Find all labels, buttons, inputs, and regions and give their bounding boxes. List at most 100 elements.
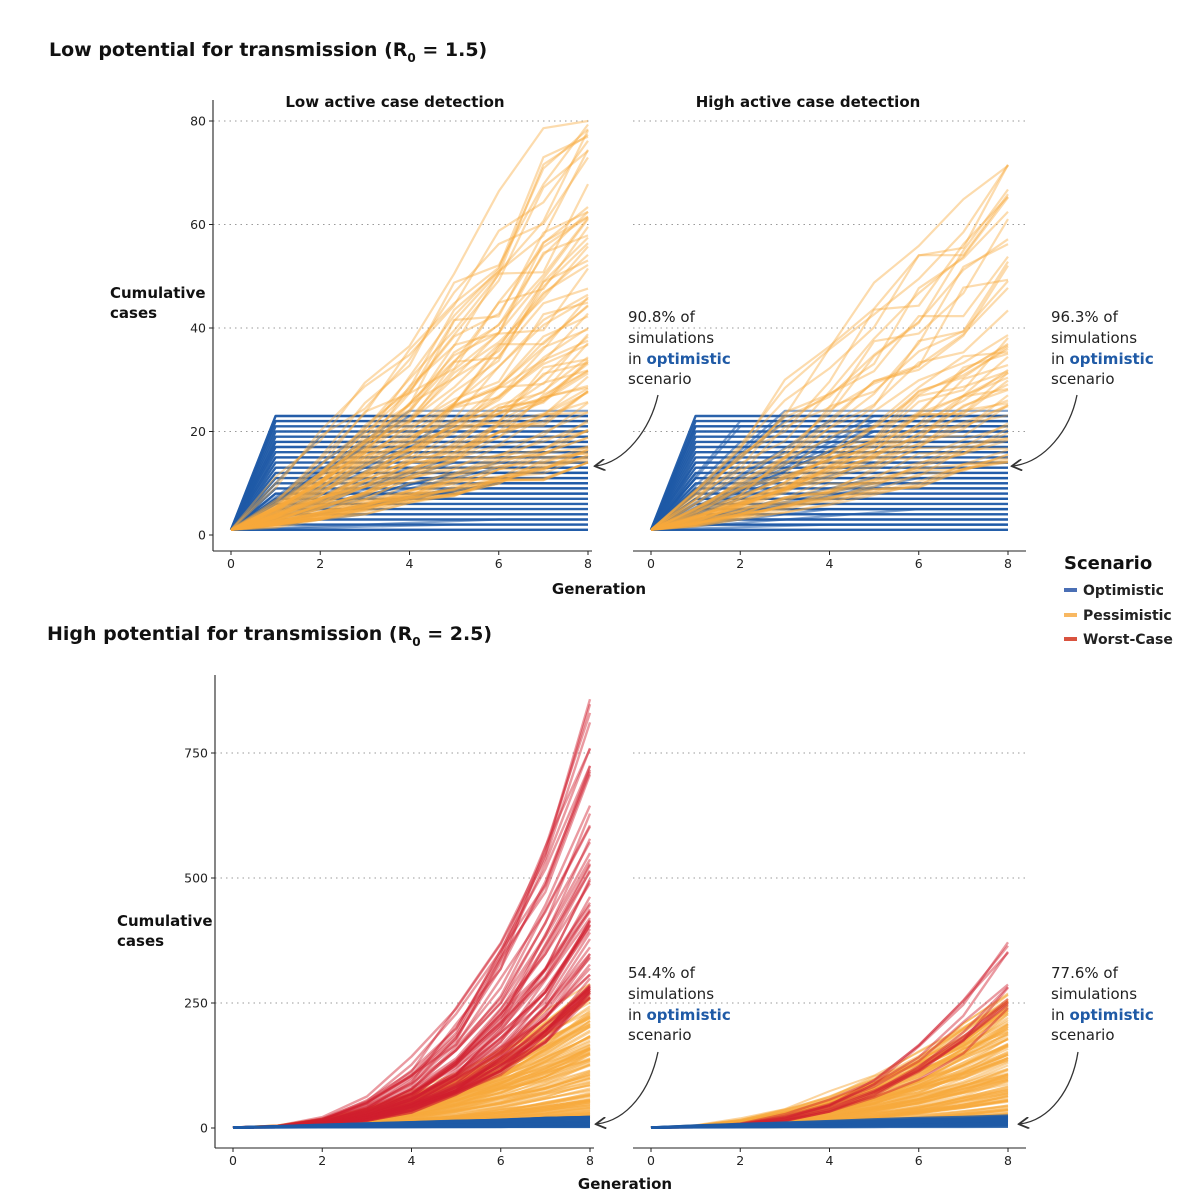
annotation-text: simulations bbox=[628, 985, 714, 1003]
pessimistic-line bbox=[650, 394, 1009, 531]
pessimistic-line bbox=[230, 452, 589, 531]
pessimistic-line bbox=[230, 135, 589, 531]
series-lines bbox=[229, 119, 589, 531]
pessimistic-line bbox=[230, 387, 589, 531]
pessimistic-line bbox=[650, 164, 1009, 531]
bottom-x-axis-title: Generation bbox=[578, 1175, 672, 1193]
optimistic-line bbox=[230, 471, 588, 531]
x-tick-label: 0 bbox=[647, 1153, 655, 1168]
pessimistic-line bbox=[230, 459, 589, 531]
x-tick-label: 6 bbox=[495, 556, 503, 571]
annotation-text: simulations bbox=[1051, 985, 1137, 1003]
pessimistic-line bbox=[230, 215, 589, 531]
x-tick-label: 8 bbox=[1004, 1153, 1012, 1168]
x-tick-label: 2 bbox=[318, 1153, 326, 1168]
pessimistic-line bbox=[650, 402, 1009, 531]
optimistic-line bbox=[229, 435, 588, 531]
pessimistic-line bbox=[230, 343, 589, 531]
pessimistic-line bbox=[230, 123, 589, 531]
pessimistic-line bbox=[230, 461, 589, 531]
pessimistic-line bbox=[230, 375, 589, 531]
legend-title: Scenario bbox=[1064, 553, 1152, 574]
pessimistic-line bbox=[230, 356, 589, 531]
bottom-y-axis-title-line2: cases bbox=[117, 932, 164, 950]
annotation-top-low: 90.8% of simulations in optimistic scena… bbox=[596, 308, 731, 466]
pessimistic-line bbox=[230, 305, 589, 531]
x-tick-label: 0 bbox=[647, 556, 655, 571]
y-tick-label: 80 bbox=[190, 114, 206, 129]
y-tick-label: 0 bbox=[200, 1121, 208, 1136]
pessimistic-line bbox=[230, 369, 589, 531]
pessimistic-line bbox=[650, 460, 1009, 531]
x-tick-label: 4 bbox=[826, 556, 834, 571]
pessimistic-line bbox=[650, 243, 1009, 531]
optimistic-line bbox=[649, 425, 1008, 531]
optimistic-line bbox=[230, 513, 588, 531]
pessimistic-line bbox=[230, 370, 589, 531]
pessimistic-line bbox=[230, 451, 589, 531]
pessimistic-line bbox=[650, 342, 1009, 531]
pessimistic-line bbox=[650, 355, 1009, 531]
optimistic-line bbox=[229, 419, 588, 531]
x-tick-label: 8 bbox=[584, 556, 592, 571]
series-lines bbox=[650, 941, 1009, 1129]
x-tick-label: 2 bbox=[736, 1153, 744, 1168]
optimistic-line bbox=[230, 476, 588, 531]
pessimistic-line bbox=[230, 315, 589, 531]
pessimistic-line bbox=[230, 390, 589, 531]
pessimistic-line bbox=[650, 414, 1009, 531]
optimistic-line bbox=[650, 471, 1008, 531]
pessimistic-line bbox=[650, 352, 1009, 531]
pessimistic-line bbox=[230, 461, 589, 531]
optimistic-line bbox=[650, 492, 1008, 531]
worst-case-line bbox=[232, 774, 592, 1129]
pessimistic-line bbox=[650, 370, 1009, 531]
optimistic-line bbox=[650, 476, 1008, 531]
pessimistic-line bbox=[650, 164, 1009, 531]
pessimistic-line bbox=[650, 376, 1009, 531]
optimistic-line bbox=[650, 1123, 1009, 1129]
pessimistic-line bbox=[230, 362, 589, 531]
pessimistic-line bbox=[230, 400, 589, 531]
legend-label-optimistic: Optimistic bbox=[1083, 583, 1164, 599]
pessimistic-line bbox=[650, 427, 1009, 531]
annotation-text: scenario bbox=[628, 370, 692, 388]
pessimistic-line bbox=[230, 234, 589, 531]
pessimistic-line bbox=[232, 1001, 591, 1129]
x-tick-label: 6 bbox=[497, 1153, 505, 1168]
pessimistic-line bbox=[650, 164, 1009, 531]
pessimistic-line bbox=[650, 371, 1009, 531]
pessimistic-line bbox=[230, 430, 589, 531]
pessimistic-line bbox=[650, 337, 1009, 531]
pessimistic-line bbox=[650, 460, 1009, 531]
bottom-section-title: High potential for transmission (R0 = 2.… bbox=[47, 623, 492, 649]
pessimistic-line bbox=[230, 216, 589, 531]
worst-case-line bbox=[232, 826, 592, 1129]
pessimistic-line bbox=[230, 206, 589, 531]
optimistic-line bbox=[230, 497, 588, 531]
pessimistic-line bbox=[230, 421, 589, 531]
pessimistic-line bbox=[230, 446, 589, 531]
annotation-text: 77.6% of bbox=[1051, 964, 1119, 982]
pessimistic-line bbox=[230, 454, 589, 531]
pessimistic-line bbox=[230, 411, 589, 531]
pessimistic-line bbox=[230, 211, 589, 531]
pessimistic-line bbox=[230, 384, 589, 531]
pessimistic-line bbox=[230, 253, 589, 531]
pessimistic-line bbox=[650, 372, 1009, 531]
x-tick-label: 8 bbox=[1004, 556, 1012, 571]
annotation-arrow bbox=[1013, 394, 1078, 466]
pessimistic-line bbox=[650, 334, 1009, 531]
pessimistic-line bbox=[230, 312, 589, 531]
pessimistic-line bbox=[650, 210, 1009, 531]
optimistic-line bbox=[229, 445, 588, 531]
x-tick-label: 8 bbox=[586, 1153, 594, 1168]
top-y-axis-title-line1: Cumulative bbox=[110, 284, 206, 302]
pessimistic-line bbox=[650, 399, 1009, 531]
pessimistic-line bbox=[230, 218, 589, 531]
pessimistic-line bbox=[230, 296, 589, 531]
annotation-bottom-low: 54.4% of simulations in optimistic scena… bbox=[597, 964, 731, 1124]
optimistic-line bbox=[649, 445, 1008, 531]
optimistic-line bbox=[230, 518, 588, 531]
series-lines bbox=[232, 698, 592, 1129]
